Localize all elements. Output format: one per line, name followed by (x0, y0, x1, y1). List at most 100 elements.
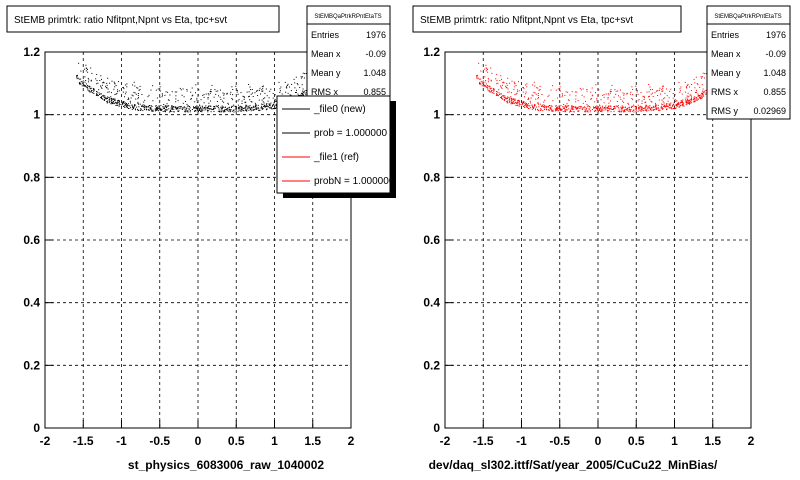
data-point (695, 76, 697, 78)
data-point (547, 109, 549, 111)
x-tick-label: 2 (748, 434, 755, 448)
data-point (481, 81, 483, 83)
data-point (201, 108, 203, 110)
data-point (160, 109, 162, 111)
data-point (641, 100, 643, 102)
data-point (262, 107, 264, 109)
x-tick-label: 1.5 (304, 434, 321, 448)
data-point (491, 72, 493, 74)
data-point (272, 104, 274, 106)
data-point (262, 106, 264, 107)
data-point (84, 86, 86, 87)
data-point (188, 105, 190, 107)
data-point (689, 94, 691, 96)
data-point (76, 76, 78, 78)
data-point (563, 107, 564, 109)
data-point (172, 106, 174, 108)
data-point (270, 102, 272, 104)
data-point (515, 85, 517, 86)
data-point (286, 85, 288, 87)
data-point (652, 105, 654, 107)
data-point (128, 107, 130, 109)
data-point (664, 92, 666, 94)
data-point (489, 85, 491, 87)
data-point (702, 72, 704, 74)
data-point (649, 105, 651, 107)
data-point (127, 99, 129, 100)
data-point (149, 107, 151, 109)
data-point (696, 97, 698, 99)
data-point (516, 103, 518, 104)
data-point (206, 108, 208, 110)
data-point (267, 100, 269, 102)
data-point (210, 111, 212, 113)
data-point (690, 99, 692, 101)
data-point (522, 102, 524, 103)
data-point (108, 97, 110, 99)
data-point (577, 108, 579, 110)
data-point (620, 98, 622, 100)
data-point (702, 88, 704, 90)
data-point (483, 68, 485, 70)
data-point (497, 94, 499, 96)
data-point (584, 110, 586, 112)
data-point (164, 94, 166, 96)
data-point (193, 106, 194, 108)
data-point (196, 105, 198, 107)
data-point (137, 110, 139, 111)
data-point (655, 108, 657, 110)
data-point (248, 91, 250, 93)
data-point (496, 94, 498, 96)
data-point (117, 99, 119, 101)
data-point (480, 78, 482, 80)
data-point (527, 103, 529, 105)
data-point (649, 107, 651, 109)
data-point (600, 107, 602, 108)
data-point (522, 103, 523, 105)
data-point (485, 64, 487, 66)
data-point (686, 95, 688, 97)
left-points (76, 62, 314, 113)
data-point (667, 106, 669, 108)
data-point (652, 96, 654, 97)
data-point (615, 105, 617, 107)
data-point (132, 107, 134, 109)
data-point (580, 106, 582, 107)
data-point (149, 105, 150, 106)
data-point (115, 85, 117, 86)
data-point (546, 109, 547, 110)
data-point (506, 82, 508, 84)
data-point (207, 98, 209, 100)
data-point (539, 109, 541, 111)
data-point (203, 96, 205, 98)
data-point (644, 107, 646, 109)
data-point (582, 102, 584, 104)
data-point (598, 94, 599, 96)
data-point (186, 107, 188, 109)
data-point (516, 92, 518, 94)
data-point (214, 89, 216, 91)
data-point (601, 111, 603, 113)
data-point (290, 90, 292, 92)
x-tick-label: -1.5 (73, 434, 94, 448)
data-point (613, 109, 615, 111)
data-point (256, 90, 258, 92)
data-point (269, 104, 271, 106)
data-point (702, 94, 704, 96)
data-point (704, 73, 706, 75)
data-point (613, 107, 614, 109)
data-point (218, 107, 220, 109)
data-point (571, 108, 573, 110)
data-point (597, 109, 599, 111)
data-point (105, 85, 107, 87)
data-point (679, 90, 681, 92)
data-point (517, 89, 518, 91)
right-stats-name: StEMBQaPtrkRPntEtaTS (714, 14, 781, 20)
data-point (595, 107, 597, 109)
data-point (233, 109, 235, 111)
data-point (210, 100, 211, 102)
data-point (621, 105, 623, 107)
left-x-ticks: -2 -1.5 -1 -0.5 0 0.5 1 1.5 2 (40, 420, 355, 448)
data-point (515, 93, 517, 95)
data-point (586, 90, 588, 92)
